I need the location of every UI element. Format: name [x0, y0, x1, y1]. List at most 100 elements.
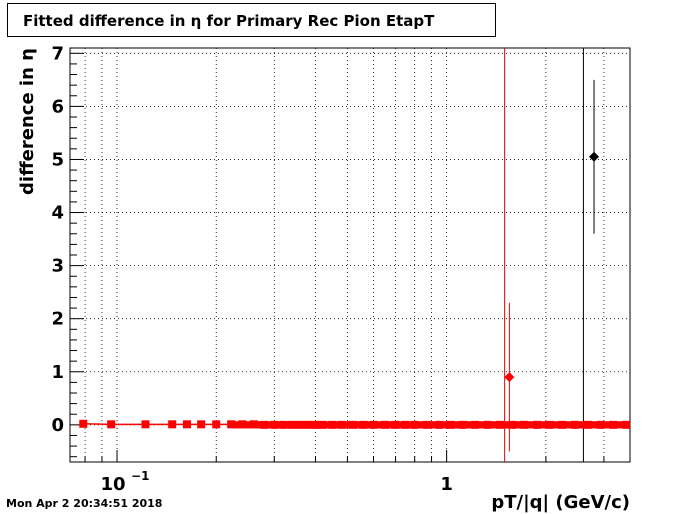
data-point-square	[141, 420, 150, 429]
data-point-square	[197, 420, 206, 429]
data-point-square	[300, 421, 308, 429]
data-point-square	[579, 421, 587, 429]
data-point-square	[570, 420, 579, 429]
data-point-diamond	[589, 151, 600, 162]
data-point-square	[446, 420, 455, 429]
data-point-square	[533, 420, 542, 429]
data-point-square	[353, 421, 361, 429]
data-point-square	[621, 420, 630, 429]
y-tick-label: 3	[51, 256, 64, 277]
data-point-square	[410, 420, 419, 429]
plot-frame	[69, 47, 631, 463]
data-point-square	[516, 421, 524, 429]
data-point-square	[270, 420, 279, 429]
data-point-square	[451, 421, 459, 429]
data-point-square	[274, 421, 282, 429]
chart-title-box: Fitted difference in η for Primary Rec P…	[7, 3, 496, 37]
data-point-square	[422, 420, 431, 429]
data-point-square	[235, 421, 243, 429]
data-point-square	[405, 421, 413, 429]
x-tick-label: 10	[100, 474, 125, 495]
x-tick-label: 1	[440, 474, 453, 495]
data-point-square	[471, 420, 480, 429]
y-tick-label: 2	[51, 309, 64, 330]
data-point-square	[435, 420, 444, 429]
data-point-square	[491, 421, 499, 429]
data-point-square	[296, 420, 305, 429]
data-point-square	[264, 421, 272, 429]
data-point-square	[605, 421, 613, 429]
data-point-square	[479, 421, 487, 429]
data-point-square	[401, 420, 410, 429]
data-point-square	[212, 420, 221, 429]
data-point-square	[617, 421, 625, 429]
data-point-square	[596, 420, 605, 429]
data-point-square	[592, 421, 600, 429]
data-point-square	[364, 421, 372, 429]
y-tick-label: 4	[51, 203, 64, 224]
data-point-square	[308, 421, 316, 429]
data-point-square	[231, 421, 239, 429]
data-point-square	[315, 421, 323, 429]
data-point-square	[613, 421, 621, 429]
data-point-square	[288, 420, 297, 429]
data-point-square	[520, 420, 529, 429]
data-point-square	[455, 421, 463, 429]
data-point-square	[328, 420, 337, 429]
data-point-diamond	[504, 372, 515, 383]
data-point-square	[369, 420, 378, 429]
y-tick-label: 1	[51, 362, 64, 383]
data-point-square	[562, 421, 570, 429]
data-point-square	[588, 421, 596, 429]
data-point-square	[443, 421, 451, 429]
data-point-square	[304, 420, 313, 429]
data-point-square	[427, 421, 435, 429]
data-point-square	[246, 421, 254, 429]
data-point-square	[415, 421, 423, 429]
y-axis-title: difference in η	[17, 48, 38, 195]
data-point-square	[227, 420, 236, 429]
data-point-square	[322, 421, 330, 429]
data-point-square	[504, 421, 512, 429]
data-point-square	[439, 421, 447, 429]
data-point-square	[458, 420, 467, 429]
x-tick-exponent: −1	[131, 469, 149, 483]
data-point-square	[378, 421, 386, 429]
x-axis-title: pT/|q| (GeV/c)	[491, 492, 630, 513]
data-point-square	[467, 421, 475, 429]
data-point-square	[292, 421, 300, 429]
data-point-square	[483, 420, 492, 429]
data-point-square	[609, 420, 618, 429]
data-point-square	[541, 421, 549, 429]
y-tick-label: 7	[51, 43, 64, 64]
data-point-square	[168, 420, 177, 429]
data-point-square	[431, 421, 439, 429]
data-point-square	[475, 421, 483, 429]
data-point-square	[342, 421, 350, 429]
data-point-square	[553, 421, 561, 429]
data-point-square	[500, 421, 508, 429]
data-point-square	[254, 421, 262, 429]
chart-title: Fitted difference in η for Primary Rec P…	[23, 12, 435, 30]
data-point-square	[463, 421, 471, 429]
data-point-square	[337, 420, 346, 429]
data-point-square	[396, 421, 404, 429]
data-point-square	[558, 420, 567, 429]
data-point-square	[549, 421, 557, 429]
y-tick-label: 5	[51, 149, 64, 170]
data-point-square	[508, 420, 517, 429]
data-point-square	[279, 420, 288, 429]
data-point-square	[419, 421, 427, 429]
data-point-square	[107, 420, 116, 429]
data-point-square	[545, 420, 554, 429]
data-point-square	[524, 421, 532, 429]
y-tick-label: 0	[51, 415, 64, 436]
data-point-square	[512, 421, 520, 429]
data-point-square	[79, 419, 88, 428]
data-point-square	[583, 420, 592, 429]
y-tick-label: 6	[51, 96, 64, 117]
data-point-square	[495, 420, 504, 429]
data-point-square	[182, 420, 191, 429]
timestamp-label: Mon Apr 2 20:34:51 2018	[6, 497, 163, 510]
